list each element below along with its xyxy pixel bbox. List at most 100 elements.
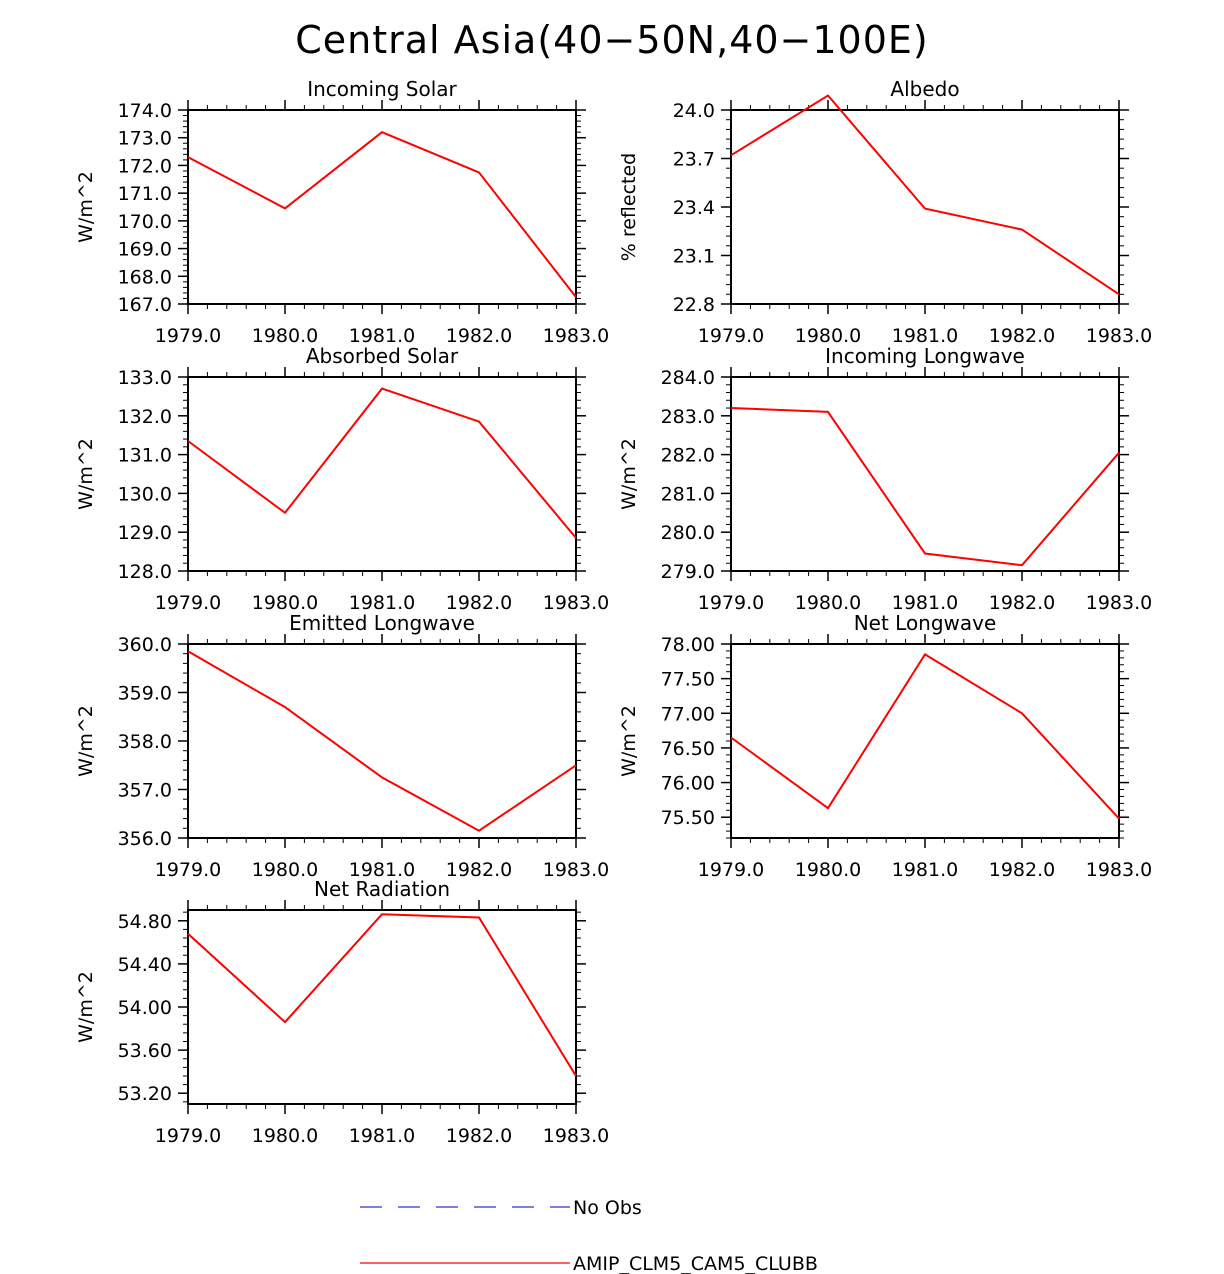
- y-tick-label: 168.0: [118, 266, 172, 288]
- x-tick-label: 1982.0: [989, 592, 1055, 614]
- y-axis-label: W/m^2: [75, 705, 97, 777]
- y-tick-label: 284.0: [661, 367, 715, 389]
- panel-title: Incoming Longwave: [825, 344, 1025, 368]
- y-tick-label: 24.0: [673, 100, 715, 122]
- x-tick-label: 1979.0: [155, 859, 221, 881]
- x-tick-label: 1980.0: [252, 592, 318, 614]
- x-tick-label: 1979.0: [698, 325, 764, 347]
- y-tick-label: 132.0: [118, 406, 172, 428]
- y-tick-label: 54.80: [118, 911, 172, 933]
- x-tick-label: 1980.0: [795, 859, 861, 881]
- y-tick-label: 169.0: [118, 239, 172, 261]
- plot-frame: [187, 376, 577, 572]
- y-tick-label: 76.00: [661, 773, 715, 795]
- x-tick-label: 1983.0: [543, 592, 609, 614]
- y-tick-label: 77.00: [661, 703, 715, 725]
- panel-net-radiation: 1979.0 1980.0 1981.0 1982.0 1983.0 53.20 53.60…: [75, 877, 609, 1147]
- panel-title: Incoming Solar: [307, 77, 457, 101]
- y-tick-label: 280.0: [661, 522, 715, 544]
- y-axis-label: W/m^2: [75, 171, 97, 243]
- x-tick-label: 1983.0: [543, 1125, 609, 1147]
- x-tick-label: 1983.0: [1086, 325, 1152, 347]
- panel-title: Emitted Longwave: [289, 611, 475, 635]
- series-line-amip-clm5-cam5-clubb: [187, 913, 577, 1077]
- series-line-amip-clm5-cam5-clubb: [730, 407, 1120, 567]
- y-tick-label: 130.0: [118, 483, 172, 505]
- x-tick-label: 1983.0: [543, 325, 609, 347]
- x-tick-label: 1979.0: [155, 1125, 221, 1147]
- x-tick-label: 1981.0: [349, 325, 415, 347]
- y-tick-label: 78.00: [661, 634, 715, 656]
- y-tick-label: 167.0: [118, 294, 172, 316]
- panel-emitted-longwave: 1979.0 1980.0 1981.0 1982.0 1983.0 356.0 357.0…: [75, 611, 609, 881]
- panel-title: Albedo: [890, 77, 959, 101]
- x-tick-label: 1981.0: [892, 325, 958, 347]
- y-tick-label: 174.0: [118, 100, 172, 122]
- y-tick-label: 357.0: [118, 780, 172, 802]
- x-tick-label: 1979.0: [155, 325, 221, 347]
- x-tick-label: 1982.0: [446, 592, 512, 614]
- plot-frame: [187, 109, 577, 305]
- x-tick-label: 1981.0: [349, 859, 415, 881]
- panel-title: Absorbed Solar: [306, 344, 459, 368]
- panel-title: Net Radiation: [314, 877, 450, 901]
- x-tick-label: 1980.0: [252, 325, 318, 347]
- y-tick-label: 53.60: [118, 1040, 172, 1062]
- y-tick-label: 23.1: [673, 246, 715, 268]
- x-tick-label: 1980.0: [252, 859, 318, 881]
- y-tick-label: 54.00: [118, 997, 172, 1019]
- y-tick-label: 360.0: [118, 634, 172, 656]
- series-line-amip-clm5-cam5-clubb: [187, 650, 577, 832]
- y-tick-label: 22.8: [673, 294, 715, 316]
- y-tick-label: 76.50: [661, 738, 715, 760]
- y-tick-label: 129.0: [118, 522, 172, 544]
- x-tick-label: 1982.0: [989, 859, 1055, 881]
- series-line-amip-clm5-cam5-clubb: [187, 387, 577, 539]
- plot-frame: [187, 909, 577, 1105]
- y-tick-label: 53.20: [118, 1083, 172, 1105]
- x-tick-label: 1982.0: [989, 325, 1055, 347]
- x-tick-label: 1982.0: [446, 1125, 512, 1147]
- y-axis-label: W/m^2: [75, 971, 97, 1043]
- legend: No Obs AMIP_CLM5_CAM5_CLUBB: [360, 1197, 818, 1274]
- y-axis-label: W/m^2: [618, 705, 640, 777]
- y-tick-label: 75.50: [661, 807, 715, 829]
- x-tick-label: 1979.0: [698, 859, 764, 881]
- x-tick-label: 1982.0: [446, 325, 512, 347]
- x-tick-label: 1983.0: [1086, 859, 1152, 881]
- legend-label-no-obs: No Obs: [573, 1197, 642, 1219]
- y-tick-label: 54.40: [118, 954, 172, 976]
- y-tick-label: 283.0: [661, 406, 715, 428]
- x-tick-label: 1979.0: [155, 592, 221, 614]
- x-tick-label: 1979.0: [698, 592, 764, 614]
- panel-incoming-longwave: 1979.0 1980.0 1981.0 1982.0 1983.0 279.0 280.0…: [618, 344, 1152, 614]
- y-tick-label: 172.0: [118, 155, 172, 177]
- x-tick-label: 1981.0: [349, 592, 415, 614]
- y-tick-label: 23.7: [673, 149, 715, 171]
- y-axis-label: % reflected: [618, 153, 640, 261]
- y-axis-label: W/m^2: [618, 438, 640, 510]
- series-line-amip-clm5-cam5-clubb: [730, 94, 1120, 296]
- y-tick-label: 133.0: [118, 367, 172, 389]
- legend-label-amip: AMIP_CLM5_CAM5_CLUBB: [573, 1253, 818, 1274]
- y-tick-label: 77.50: [661, 669, 715, 691]
- y-tick-label: 171.0: [118, 183, 172, 205]
- plot-frame: [730, 643, 1120, 839]
- y-tick-label: 279.0: [661, 561, 715, 583]
- x-tick-label: 1980.0: [795, 592, 861, 614]
- x-tick-label: 1980.0: [252, 1125, 318, 1147]
- y-tick-label: 281.0: [661, 483, 715, 505]
- y-tick-label: 359.0: [118, 683, 172, 705]
- plot-frame: [730, 376, 1120, 572]
- y-axis-label: W/m^2: [75, 438, 97, 510]
- y-tick-label: 128.0: [118, 561, 172, 583]
- panels: 1979.0 1980.0 1981.0 1982.0 1983.0 167.0 168.0…: [75, 77, 1152, 1147]
- figure-title: Central Asia(40−50N,40−100E): [295, 18, 929, 62]
- y-tick-label: 170.0: [118, 211, 172, 233]
- x-tick-label: 1983.0: [1086, 592, 1152, 614]
- y-tick-label: 282.0: [661, 445, 715, 467]
- x-tick-label: 1981.0: [892, 859, 958, 881]
- panel-incoming-solar: 1979.0 1980.0 1981.0 1982.0 1983.0 167.0 168.0…: [75, 77, 609, 347]
- x-tick-label: 1981.0: [892, 592, 958, 614]
